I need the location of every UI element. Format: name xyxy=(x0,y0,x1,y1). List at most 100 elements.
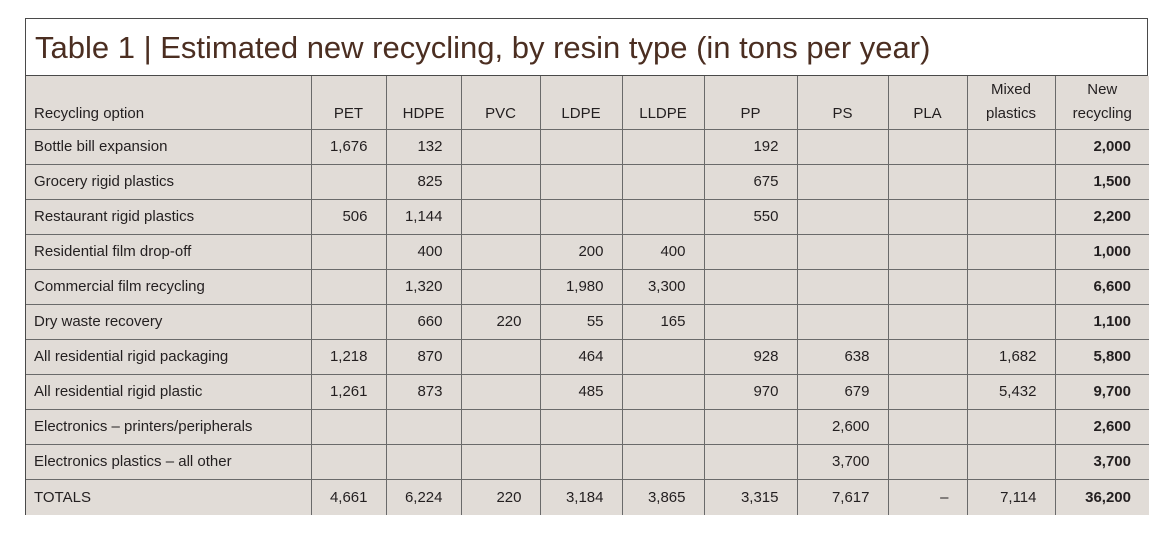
table-cell xyxy=(967,199,1056,235)
table-cell xyxy=(888,234,968,270)
table-row: Electronics – printers/peripherals 2,600 2… xyxy=(26,409,1149,445)
table-cell: 464 xyxy=(540,339,623,375)
table-cell xyxy=(461,409,541,445)
table-cell: 1,676 xyxy=(311,129,387,165)
row-label: Bottle bill expansion xyxy=(26,129,312,165)
table-cell: 9,700 xyxy=(1055,374,1149,410)
table-cell xyxy=(704,234,798,270)
table-frame: Table 1 | Estimated new recycling, by re… xyxy=(25,18,1149,515)
table-row: Commercial film recycling 1,320 1,980 3,300… xyxy=(26,269,1149,305)
table-cell xyxy=(540,444,623,480)
table-cell: 36,200 xyxy=(1085,488,1131,506)
table-cell: 132 xyxy=(386,129,462,165)
table-cell xyxy=(967,444,1056,480)
table-cell xyxy=(967,164,1056,200)
col-header: Recycling option xyxy=(26,76,312,130)
col-header: New recycling xyxy=(1055,76,1149,130)
table-cell: 1,218 xyxy=(311,339,387,375)
table-cell: 873 xyxy=(386,374,462,410)
table-title: Table 1 | Estimated new recycling, by re… xyxy=(26,19,1147,76)
col-header: Mixed plastics xyxy=(967,76,1056,130)
table-cell xyxy=(540,164,623,200)
table-cell: 6,600 xyxy=(1055,269,1149,305)
col-header: LDPE xyxy=(540,76,623,130)
table-cell xyxy=(540,409,623,445)
table-cell: 220 xyxy=(461,479,541,515)
table-row: Restaurant rigid plastics 506 1,144 550 2,20… xyxy=(26,199,1149,235)
table-cell xyxy=(461,269,541,305)
table-cell: 192 xyxy=(704,129,798,165)
col-header: HDPE xyxy=(386,76,462,130)
table-cell xyxy=(461,444,541,480)
table-cell xyxy=(797,164,889,200)
col-header: PLA xyxy=(888,76,968,130)
table-row: All residential rigid plastic 1,261 873 485… xyxy=(26,374,1149,410)
table-cell xyxy=(797,129,889,165)
table-row: Bottle bill expansion 1,676 132 192 2,000 xyxy=(26,129,1149,165)
table-cell xyxy=(622,444,705,480)
totals-row: TOTALS 4,661 6,224 220 3,184 3,865 3,315 7,617–… xyxy=(26,479,1149,515)
table-cell xyxy=(797,304,889,340)
table-cell xyxy=(622,374,705,410)
table-row: Grocery rigid plastics 825 675 1,500 xyxy=(26,164,1149,200)
table-row: Electronics plastics – all other 3,700 3,7… xyxy=(26,444,1149,480)
table-cell: 3,315 xyxy=(704,479,798,515)
row-label: All residential rigid packaging xyxy=(26,339,312,375)
table-cell xyxy=(540,129,623,165)
col-header-line-1: New xyxy=(1087,80,1118,98)
table-cell xyxy=(311,164,387,200)
recycling-table: Recycling option PET HDPE PVC LDPE LLDPE… xyxy=(26,76,1149,515)
table-cell: 638 xyxy=(797,339,889,375)
table-cell xyxy=(540,199,623,235)
table-cell: 7,617 xyxy=(797,479,889,515)
col-header: PVC xyxy=(461,76,541,130)
col-header-line-2: LDPE xyxy=(561,104,601,122)
table-cell: – xyxy=(888,479,968,515)
table-cell: 1,980 xyxy=(540,269,623,305)
table-cell: 3,184 xyxy=(540,479,623,515)
table-cell: 2,000 xyxy=(1055,129,1149,165)
row-label: Electronics – printers/peripherals xyxy=(26,409,312,445)
table-cell: 506 xyxy=(311,199,387,235)
table-cell xyxy=(461,129,541,165)
row-label: TOTALS xyxy=(26,479,312,515)
col-header: PS xyxy=(797,76,889,130)
table-cell: 1,000 xyxy=(1055,234,1149,270)
table-cell: 675 xyxy=(704,164,798,200)
col-header-line-2: PVC xyxy=(485,104,516,122)
table-cell xyxy=(967,234,1056,270)
col-header: LLDPE xyxy=(622,76,705,130)
table-cell xyxy=(622,409,705,445)
table-cell xyxy=(622,199,705,235)
table-cell: 1,500 xyxy=(1055,164,1149,200)
table-cell xyxy=(888,374,968,410)
table-cell: 7,114 xyxy=(967,479,1056,515)
table-cell: 2,600 xyxy=(1055,409,1149,445)
table-cell xyxy=(704,304,798,340)
row-label: Grocery rigid plastics xyxy=(26,164,312,200)
row-label: Restaurant rigid plastics xyxy=(26,199,312,235)
table-cell: 928 xyxy=(704,339,798,375)
table-cell xyxy=(704,444,798,480)
table-cell xyxy=(386,444,462,480)
table-cell xyxy=(311,409,387,445)
table-cell: 2,600 xyxy=(797,409,889,445)
table-cell xyxy=(967,304,1056,340)
table-cell xyxy=(461,199,541,235)
table-cell xyxy=(888,409,968,445)
col-header-line-2: PS xyxy=(832,104,853,122)
table-row: Dry waste recovery 660 220 55 165 1,100 xyxy=(26,304,1149,340)
col-header-line-2: PP xyxy=(740,104,761,122)
table-cell: 3,700 xyxy=(1055,444,1149,480)
col-header-line-2: PET xyxy=(333,104,364,122)
col-header-line-2: PLA xyxy=(913,104,942,122)
table-cell: 400 xyxy=(622,234,705,270)
table-cell xyxy=(461,339,541,375)
table-cell: 5,800 xyxy=(1055,339,1149,375)
table-cell xyxy=(311,444,387,480)
table-row: All residential rigid packaging 1,218 870 4… xyxy=(26,339,1149,375)
table-cell: 1,261 xyxy=(311,374,387,410)
table-cell xyxy=(967,409,1056,445)
table-cell: 55 xyxy=(540,304,623,340)
col-header: PET xyxy=(311,76,387,130)
